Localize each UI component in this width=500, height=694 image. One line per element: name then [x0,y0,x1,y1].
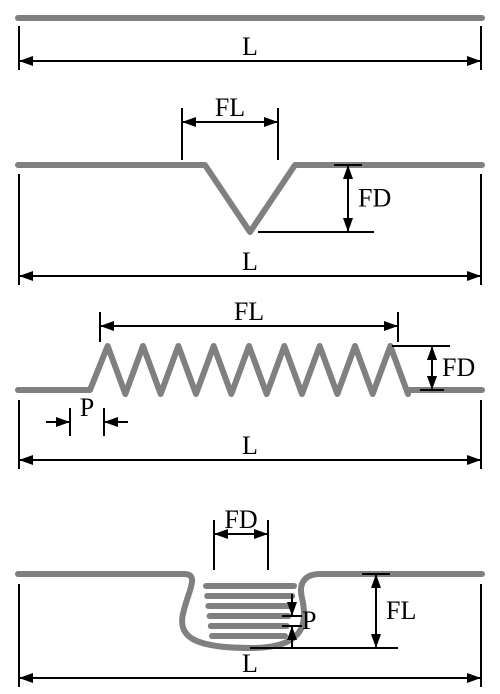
fig3-FL-label: FL [234,297,264,326]
fig3-FD-label: FD [442,353,475,382]
technical-diagram: L FL FD L FL FD P L FD P FL L [0,0,500,694]
fig3-P-label: P [80,393,94,422]
fig3-L-label: L [242,431,258,460]
fig1-L-label: L [242,32,258,61]
fig4-FD-label: FD [224,505,257,534]
fig4-L-label: L [242,649,258,678]
fig2-L-label: L [242,247,258,276]
fig2-FL-label: FL [215,93,245,122]
fig2-FD-label: FD [358,184,391,213]
fig4-P-label: P [302,606,316,635]
fig4-FL-label: FL [386,596,416,625]
